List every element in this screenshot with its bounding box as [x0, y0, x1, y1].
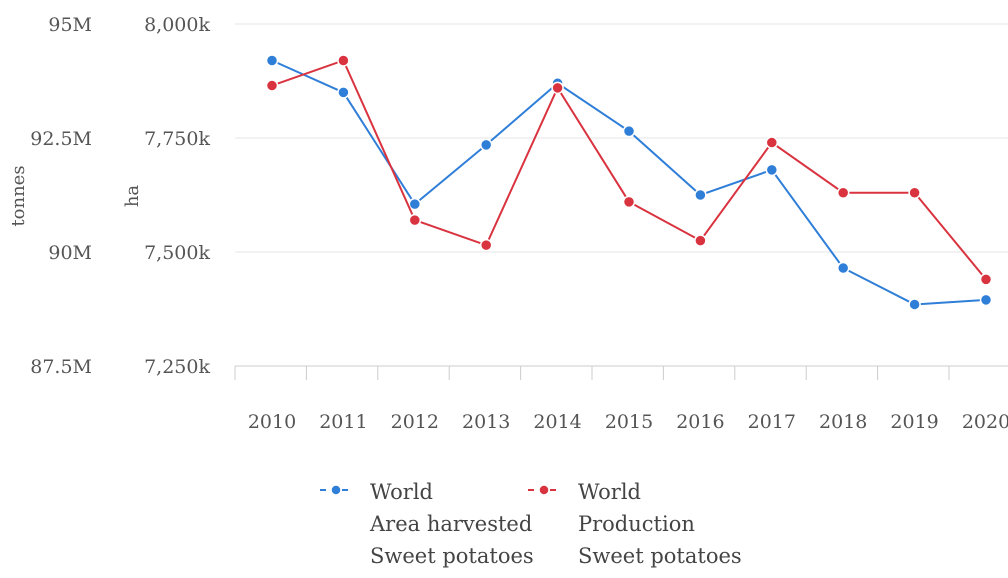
legend-label-line: Sweet potatoes: [370, 544, 534, 568]
left-axis-tick-label: 95M: [48, 14, 92, 36]
legend-label-line: World: [370, 480, 433, 504]
legend-label-line: Area harvested: [370, 512, 533, 536]
right-axis-tick-label: 7,500k: [144, 242, 210, 264]
x-tick-label: 2018: [819, 411, 867, 433]
right-axis-tick-label: 7,750k: [144, 128, 210, 150]
data-point[interactable]: [979, 273, 993, 286]
data-point[interactable]: [337, 54, 350, 67]
x-tick-label: 2013: [462, 411, 510, 433]
series-layer: [265, 54, 993, 311]
data-point[interactable]: [479, 138, 493, 152]
data-point[interactable]: [622, 195, 636, 209]
data-point[interactable]: [765, 163, 779, 177]
left-axis-tick-label: 90M: [48, 242, 92, 264]
left-axis-tick-label: 92.5M: [30, 128, 92, 150]
x-axis: 2010 2011 2012 2013 2014 2015 2016 2017 2018 2019…: [234, 365, 1008, 433]
legend-label-line: World: [578, 480, 641, 504]
data-point[interactable]: [551, 81, 564, 95]
x-tick-label: 2014: [533, 411, 581, 433]
data-point[interactable]: [622, 124, 636, 138]
x-tick-label: 2017: [748, 411, 796, 433]
data-point[interactable]: [836, 186, 850, 199]
data-point[interactable]: [979, 293, 993, 307]
gridlines: [235, 23, 1008, 253]
legend-marker-production: [528, 484, 560, 496]
x-tick-label: 2010: [248, 411, 296, 433]
data-point[interactable]: [408, 197, 422, 211]
data-point[interactable]: [479, 238, 493, 252]
data-point[interactable]: [265, 54, 279, 67]
data-point[interactable]: [337, 86, 350, 99]
chart: 7,250k 87.5M 7,500k 90M 7,750k 92.5M 8,000k 95M…: [8, 14, 1008, 433]
x-tick-label: 2012: [391, 411, 439, 433]
series-line: [271, 59, 987, 306]
legend-label-line: Production: [578, 512, 695, 536]
legend-marker-area-harvested: [320, 484, 352, 496]
x-tick-label: 2011: [319, 411, 367, 433]
right-axis-tick-label: 7,250k: [144, 356, 210, 378]
data-point[interactable]: [694, 188, 707, 202]
data-point[interactable]: [265, 79, 279, 92]
series-line: [271, 59, 987, 280]
data-point[interactable]: [694, 234, 707, 247]
data-point[interactable]: [765, 136, 779, 149]
data-point[interactable]: [408, 213, 422, 227]
data-point[interactable]: [908, 186, 921, 199]
x-tick-label: 2016: [676, 411, 724, 433]
x-tick-label: 2015: [605, 411, 653, 433]
x-tick-label: 2019: [890, 411, 938, 433]
left-axis-tick-label: 87.5M: [30, 356, 92, 378]
legend-label-line: Sweet potatoes: [578, 544, 742, 568]
legend-area-harvested[interactable]: World Area harvested Sweet potatoes: [320, 476, 534, 572]
right-axis-tick-label: 8,000k: [144, 14, 210, 36]
left-axis-title: tonnes: [8, 165, 29, 226]
right-axis-title: ha: [122, 185, 143, 208]
y-axis-ticks: 7,250k 87.5M 7,500k 90M 7,750k 92.5M 8,000k 95M: [30, 14, 210, 378]
x-tick-label: 2020: [962, 411, 1008, 433]
data-point[interactable]: [908, 298, 921, 311]
data-point[interactable]: [836, 261, 850, 275]
legend-production[interactable]: World Production Sweet potatoes: [528, 476, 742, 572]
